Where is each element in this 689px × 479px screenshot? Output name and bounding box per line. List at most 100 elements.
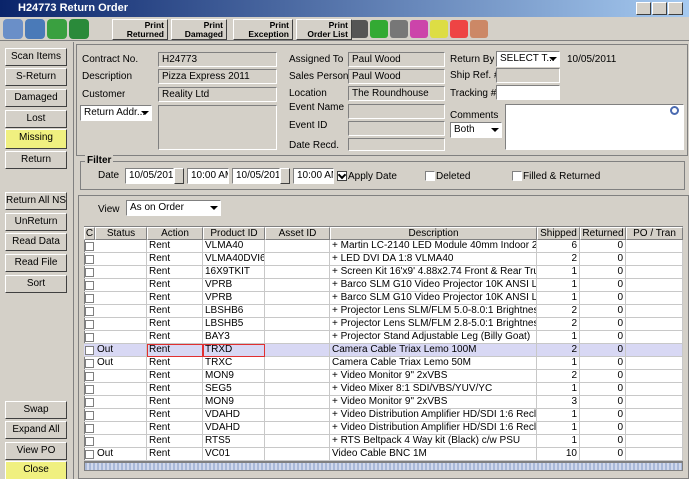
print-button[interactable]: Print Returned [112,19,168,40]
side-button[interactable]: Sort [5,275,67,293]
column-header[interactable]: Shipped [537,227,580,240]
table-row[interactable] [84,396,683,409]
row-checkbox[interactable] [85,346,94,355]
side-button[interactable]: S-Return [5,68,67,86]
window-control[interactable] [636,2,651,15]
table-cell: 1 [537,409,580,422]
row-checkbox[interactable] [85,255,94,264]
table-cell: + RTS Beltpack 4 Way kit (Black) c/w PSU [330,435,537,448]
row-checkbox[interactable] [85,372,94,381]
checkbox[interactable] [337,171,347,181]
table-row[interactable] [84,344,683,357]
print-button[interactable]: Print Damaged [171,19,227,40]
side-button[interactable]: UnReturn [5,213,67,231]
table-row[interactable] [84,253,683,266]
table-row[interactable] [84,305,683,318]
table-row[interactable] [84,383,683,396]
toolbar-icon[interactable] [3,19,23,39]
row-checkbox[interactable] [85,424,94,433]
toolbar-icon[interactable] [69,19,89,39]
side-button[interactable]: Damaged [5,89,67,107]
filter-input[interactable]: 10:00 AM [187,168,229,184]
print-button[interactable]: Print Order List [296,19,352,40]
side-button[interactable]: Missing [5,129,67,149]
toolbar-icon[interactable] [370,20,388,38]
side-button[interactable]: Close [5,461,67,479]
row-checkbox[interactable] [85,450,94,459]
table-row[interactable] [84,292,683,305]
toolbar-icon[interactable] [47,19,67,39]
column-header[interactable]: Description [330,227,537,240]
table-row[interactable] [84,266,683,279]
table-row[interactable] [84,279,683,292]
toolbar-icon[interactable] [350,20,368,38]
row-checkbox[interactable] [85,268,94,277]
table-row[interactable] [84,318,683,331]
horizontal-scrollbar[interactable] [84,462,683,471]
table-cell: 1 [537,266,580,279]
row-checkbox[interactable] [85,437,94,446]
side-button[interactable]: Lost [5,110,67,128]
column-header[interactable]: Status [95,227,147,240]
print-button[interactable]: Print Exception [233,19,293,40]
dropdown[interactable]: Both [450,122,502,138]
table-cell-empty [626,266,683,279]
window-control[interactable] [652,2,667,15]
row-checkbox[interactable] [85,411,94,420]
table-cell: + Projector Lens SLM/FLM 5.0-8.0:1 Brigh… [332,305,537,318]
date-picker[interactable] [280,168,290,184]
table-row[interactable] [84,357,683,370]
table-cell-empty [265,357,330,370]
field-label: Comments [450,110,499,121]
column-header[interactable]: PO / Tran [626,227,683,240]
dropdown[interactable]: Return Addr... [80,105,152,121]
filter-input[interactable]: 10/05/2011 [125,168,174,184]
field[interactable] [505,104,684,150]
column-header[interactable]: C [84,227,95,240]
field[interactable] [496,85,560,100]
toolbar-icon[interactable] [25,19,45,39]
side-button[interactable]: Expand All [5,421,67,439]
table-row[interactable] [84,409,683,422]
column-header[interactable]: Asset ID [265,227,330,240]
field-label: Return By [450,54,495,65]
toolbar-icon[interactable] [470,20,488,38]
table-row[interactable] [84,240,683,253]
row-checkbox[interactable] [85,320,94,329]
filter-input[interactable]: 10:00 AM [293,168,334,184]
table-row[interactable] [84,331,683,344]
side-button[interactable]: Read Data [5,233,67,251]
side-button[interactable]: Return [5,151,67,169]
side-button[interactable]: Scan Items [5,48,67,66]
row-checkbox[interactable] [85,281,94,290]
side-button[interactable]: Swap [5,401,67,419]
row-checkbox[interactable] [85,385,94,394]
toolbar-icon[interactable] [450,20,468,38]
filter-input[interactable]: 10/05/2011 [232,168,280,184]
checkbox[interactable] [512,171,522,181]
row-checkbox[interactable] [85,359,94,368]
table-row[interactable] [84,448,683,461]
row-checkbox[interactable] [85,307,94,316]
side-button[interactable]: View PO [5,442,67,460]
column-header[interactable]: Returned [580,227,626,240]
table-row[interactable] [84,422,683,435]
toolbar-icon[interactable] [390,20,408,38]
table-row[interactable] [84,435,683,448]
window-control[interactable] [668,2,683,15]
row-checkbox[interactable] [85,242,94,251]
side-button[interactable]: Read File [5,254,67,272]
dropdown[interactable]: As on Order [126,200,221,216]
dropdown[interactable]: SELECT T... [496,51,560,67]
column-header[interactable]: Action [147,227,203,240]
row-checkbox[interactable] [85,333,94,342]
toolbar-icon[interactable] [410,20,428,38]
date-picker[interactable] [174,168,184,184]
table-row[interactable] [84,370,683,383]
column-header[interactable]: Product ID [203,227,265,240]
row-checkbox[interactable] [85,398,94,407]
toolbar-icon[interactable] [430,20,448,38]
checkbox[interactable] [425,171,435,181]
side-button[interactable]: Return All NS [5,192,67,210]
row-checkbox[interactable] [85,294,94,303]
